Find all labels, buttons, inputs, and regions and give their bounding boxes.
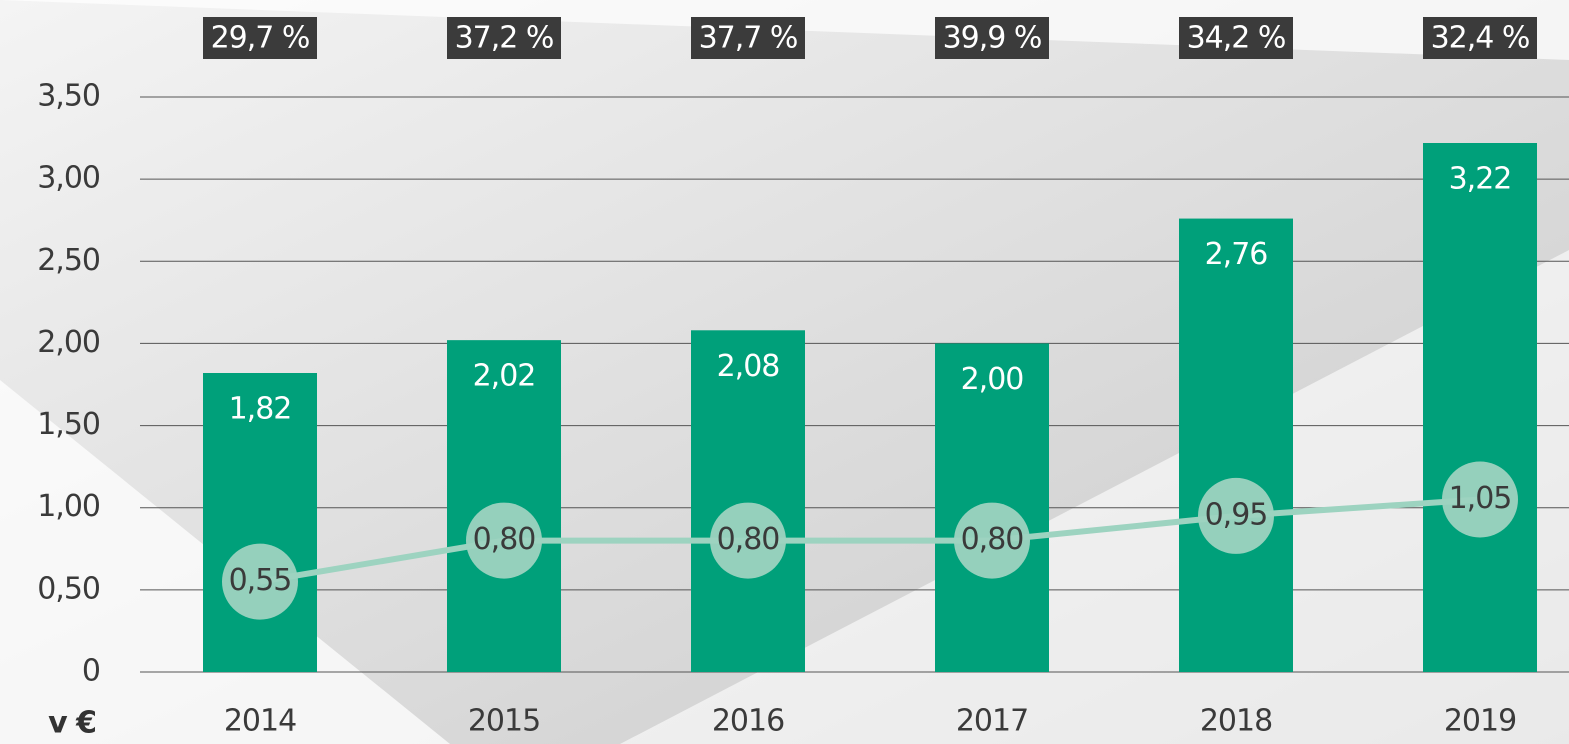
- bar-value-label: 2,76: [1205, 237, 1268, 272]
- annotation: 32,4 %: [1431, 21, 1530, 56]
- background-shape: [620, 250, 1569, 744]
- y-tick-label: 3,50: [37, 79, 100, 114]
- annotation-box: [935, 17, 1049, 59]
- x-tick-label: 2017: [956, 704, 1028, 739]
- x-tick-label: 2019: [1444, 704, 1516, 739]
- line-value-label: 0,80: [717, 522, 780, 557]
- x-tick-label: 2014: [224, 704, 296, 739]
- y-tick-label: 2,50: [37, 243, 100, 278]
- line-point: [954, 502, 1030, 579]
- y-tick-label: 2,00: [37, 325, 100, 360]
- x-tick-label: 2018: [1200, 704, 1272, 739]
- bar-value-label: 2,08: [717, 349, 780, 384]
- line-point: [222, 543, 298, 620]
- annotation: 37,2 %: [455, 21, 554, 56]
- annotation: 39,9 %: [943, 21, 1042, 56]
- y-tick-label: 1,50: [37, 407, 100, 442]
- line-value-label: 1,05: [1449, 481, 1512, 516]
- line-point: [1442, 461, 1518, 538]
- annotation: 29,7 %: [211, 21, 310, 56]
- y-tick-label: 0: [82, 654, 100, 689]
- annotation-box: [1179, 17, 1293, 59]
- bar: [1179, 218, 1293, 673]
- line-value-label: 0,80: [473, 522, 536, 557]
- line-point: [466, 502, 542, 579]
- bar: [691, 330, 805, 672]
- bar-value-label: 2,00: [961, 362, 1024, 397]
- annotation-box: [1423, 17, 1537, 59]
- line-value-label: 0,55: [229, 563, 292, 598]
- line-point: [710, 502, 786, 579]
- bar: [1423, 143, 1537, 672]
- line-value-label: 0,95: [1205, 497, 1268, 532]
- unit-label: v €: [48, 706, 96, 741]
- line: [259, 496, 1481, 585]
- bar-value-label: 3,22: [1449, 162, 1512, 197]
- y-tick-label: 0,50: [37, 571, 100, 606]
- y-tick-label: 1,00: [37, 489, 100, 524]
- annotation-box: [203, 17, 317, 59]
- x-tick-label: 2015: [468, 704, 540, 739]
- bar-value-label: 1,82: [229, 392, 292, 427]
- bar: [203, 373, 317, 672]
- annotation: 34,2 %: [1187, 21, 1286, 56]
- line-value-label: 0,80: [961, 522, 1024, 557]
- y-tick-label: 3,00: [37, 161, 100, 196]
- annotation-box: [691, 17, 805, 59]
- x-tick-label: 2016: [712, 704, 784, 739]
- line-point: [1198, 477, 1274, 554]
- annotation-box: [447, 17, 561, 59]
- bar-value-label: 2,02: [473, 359, 536, 394]
- annotation: 37,7 %: [699, 21, 798, 56]
